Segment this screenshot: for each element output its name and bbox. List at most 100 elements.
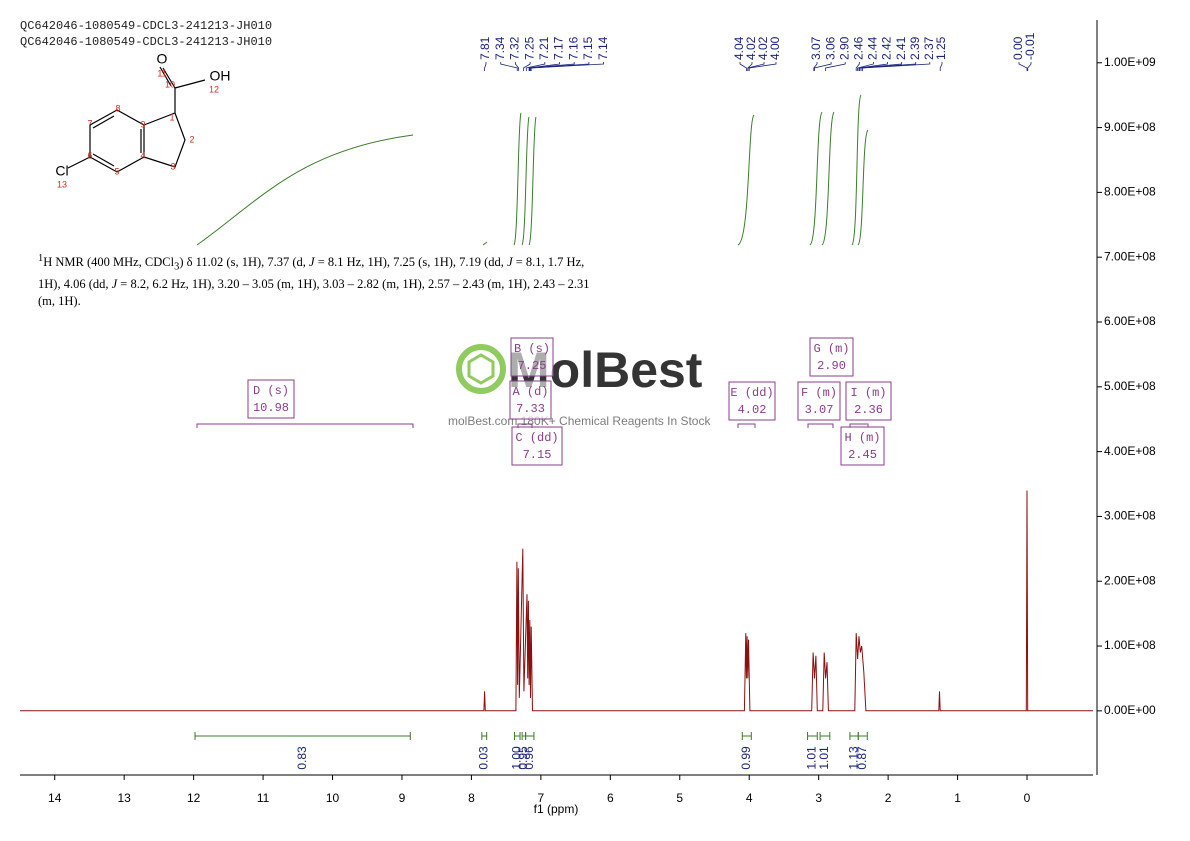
x-tick-label: 1 (954, 791, 961, 805)
peak-label: 7.14 (596, 36, 610, 60)
x-axis-label: f1 (ppm) (534, 802, 579, 816)
peak-connector (529, 62, 575, 71)
logo-hexagon (467, 353, 495, 385)
integral-bracket (481, 732, 488, 740)
integral-bracket (849, 732, 859, 740)
peak-label: 7.15 (581, 36, 595, 60)
atom-number: 4 (140, 150, 145, 160)
multiplet-bracket (737, 423, 756, 428)
description-part: J (309, 255, 315, 270)
peak-connector (515, 62, 520, 71)
multiplet-name: D (s) (253, 384, 289, 398)
peak-connector (814, 62, 832, 71)
peak-label: 2.44 (866, 36, 880, 60)
atom-number: 5 (114, 166, 119, 176)
y-tick-label: 1.00E+09 (1104, 55, 1156, 69)
multiplet-name: A (d) (512, 385, 548, 399)
integral-label: 0.87 (855, 746, 869, 770)
x-tick-label: 3 (815, 791, 822, 805)
integral-curve (521, 116, 530, 246)
integral-bracket (513, 732, 521, 740)
atom-number: 2 (189, 134, 194, 144)
multiplet-bracket (807, 423, 834, 428)
y-tick-label: 5.00E+08 (1104, 379, 1156, 393)
description-part: = 8.1, 1.7 Hz, 1H), 4.06 (dd, (38, 255, 585, 291)
peak-label: 7.81 (478, 36, 492, 60)
molecule (67, 66, 206, 173)
peak-label: 4.02 (744, 36, 758, 60)
peak-label: 3.07 (809, 36, 823, 60)
integral-label: 0.99 (739, 746, 753, 770)
peak-connector (939, 62, 943, 71)
peak-connector (1018, 62, 1028, 71)
peak-connector (748, 62, 777, 71)
peak-label: 2.90 (837, 36, 851, 60)
multiplet-shift: 4.02 (738, 403, 767, 417)
multiplet-bracket (517, 423, 533, 428)
atom-label: Cl (55, 163, 68, 179)
integral-bracket (819, 732, 831, 740)
atom-number: 6 (87, 150, 92, 160)
description-part: H NMR (400 MHz, CDCl (43, 255, 175, 270)
peak-label: 7.34 (493, 36, 507, 60)
multiplet-box (509, 380, 552, 420)
y-tick-label: 2.00E+08 (1104, 573, 1156, 587)
integral-curve (196, 134, 414, 246)
x-tick-label: 13 (117, 791, 131, 805)
description-part: 1 (38, 253, 44, 264)
peak-connector (855, 62, 860, 71)
header: QC642046-1080549-CDCL3-241213-JH010 QC64… (20, 18, 272, 50)
x-tick-label: 4 (746, 791, 753, 805)
integral-label: 1.00 (509, 746, 523, 770)
integral-curve (528, 116, 537, 246)
x-tick-label: 12 (187, 791, 201, 805)
x-tick-label: 14 (48, 791, 62, 805)
x-tick-label: 0 (1024, 791, 1031, 805)
multiplet-name: I (m) (850, 386, 886, 400)
y-tick-label: 4.00E+08 (1104, 444, 1156, 458)
peak-label: 2.42 (880, 36, 894, 60)
peak-label: -0.01 (1023, 32, 1037, 60)
integral-bracket (807, 732, 818, 740)
peak-connector (747, 62, 765, 71)
description-part: ) δ 11.02 (s, 1H), 7.37 (d, (179, 255, 310, 270)
y-tick-label: 9.00E+08 (1104, 120, 1156, 134)
peak-connector (525, 62, 546, 71)
watermark-caption: molBest.com 180K+ Chemical Reagents In S… (448, 414, 711, 428)
integral-curve (809, 111, 823, 246)
integral-curve (821, 111, 835, 246)
description-part: J (111, 276, 118, 291)
multiplet-bracket (849, 423, 869, 428)
y-tick-label: 6.00E+08 (1104, 314, 1156, 328)
integral-bracket (741, 732, 752, 740)
peak-connector (813, 62, 818, 71)
integral-bracket (525, 732, 535, 740)
peak-connector (500, 62, 518, 71)
y-tick-label: 1.00E+08 (1104, 638, 1156, 652)
benzene-ring (89, 109, 145, 173)
y-tick-label: 7.00E+08 (1104, 249, 1156, 263)
multiplet-name: B (s) (514, 342, 550, 356)
integral-label: 1.13 (846, 746, 860, 770)
integral-label: 1.01 (817, 746, 831, 770)
peak-connector (530, 62, 590, 71)
multiplet-box (728, 381, 776, 421)
multiplet-shift: 2.45 (848, 448, 877, 462)
description-part: = 8.2, 6.2 Hz, 1H), 3.20 – 3.05 (m, 1H),… (38, 276, 590, 308)
multiplet-box (510, 337, 554, 377)
integral-label: 1.01 (805, 746, 819, 770)
multiplet-shift: 3.07 (805, 403, 834, 417)
atom-label: O (157, 51, 168, 67)
peak-label: 4.00 (768, 36, 782, 60)
x-tick-label: 8 (468, 791, 475, 805)
multiplet-name: C (dd) (515, 431, 558, 445)
peak-connector (747, 62, 753, 71)
peak-connector (1027, 62, 1032, 71)
atom-number: 13 (57, 179, 67, 189)
peak-connector (859, 62, 902, 71)
integral-label: 0.83 (295, 746, 309, 770)
integral-bracket (857, 732, 868, 740)
x-tick-label: 5 (676, 791, 683, 805)
x-tick-label: 10 (326, 791, 340, 805)
peak-label: 1.25 (934, 36, 948, 60)
